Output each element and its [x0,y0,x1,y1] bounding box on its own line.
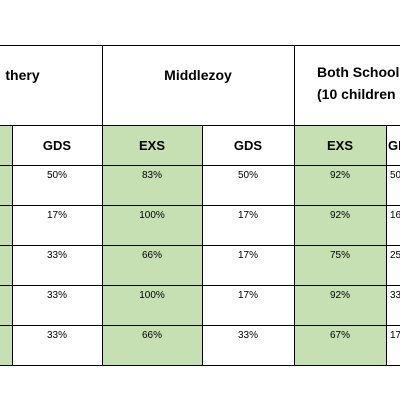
table-cell: 92% [329,209,350,221]
table-cell: 33% [46,289,67,301]
table-cell: 33% [46,249,67,261]
grid-line-h [0,45,400,46]
table-cell: 17 [390,329,400,341]
table-cell: 66% [141,329,162,341]
table-cell: 100% [139,209,165,221]
table-cell: 33% [46,329,67,341]
table-cell: 50% [237,169,258,181]
grid-line-v [202,125,203,365]
table-cell: 25 [390,249,400,261]
col-header-gds-both: GI [388,137,400,153]
group-header-both-line2: (10 children [317,86,396,102]
grid-line-v [294,45,295,365]
table-cell: 33% [237,329,258,341]
grid-line-v [102,45,103,365]
table-cell: 33 [390,289,400,301]
grid-line-h [0,245,400,246]
table-cell: 100% [139,289,165,301]
table-cell: 83% [141,169,162,181]
table-cell: 50% [46,169,67,181]
grid-line-v [12,125,13,365]
col-header-exs-both: EXS [326,137,353,153]
grid-line-h [0,205,400,206]
group-header-middlezoy: Middlezoy [164,67,232,83]
grid-line-h [0,125,400,126]
table-cell: 17% [237,249,258,261]
table-cell: 17% [237,209,258,221]
col-header-gds-1: GDS [42,137,72,153]
table-cell: 66% [141,249,162,261]
table-cell: 16 [390,209,400,221]
col-header-gds-middlezoy: GDS [233,137,263,153]
grid-line-h [0,365,400,366]
table-cell: 75% [329,249,350,261]
table-cell: 50 [390,169,400,181]
group-header-both-line1: Both School [317,64,400,80]
grid-line-h [0,285,400,286]
table-cell: 67% [329,329,350,341]
col-header-exs-middlezoy: EXS [138,137,165,153]
grid-line-h [0,325,400,326]
group-header-thery: thery [5,67,40,83]
table-cell: 17% [46,209,67,221]
grid-line-h [0,165,400,166]
grid-line-v [386,125,387,365]
table-cell: 92% [329,289,350,301]
table-cell: 92% [329,169,350,181]
table-cell: 17% [237,289,258,301]
